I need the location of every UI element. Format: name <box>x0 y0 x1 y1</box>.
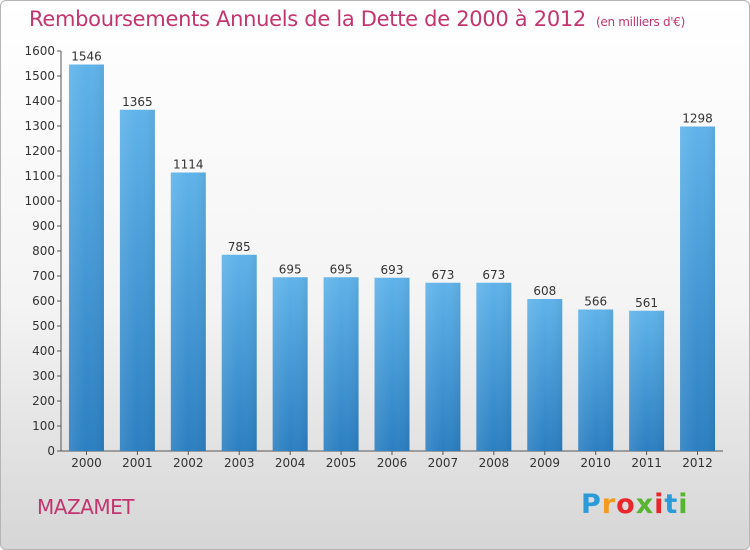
bar-shine-2000 <box>68 64 104 451</box>
logo-letter: P <box>581 489 602 520</box>
x-tick-label-2001: 2001 <box>122 456 153 470</box>
value-label-2009: 608 <box>533 284 556 298</box>
bar-shine-2010 <box>578 309 614 451</box>
y-tick-label: 400 <box>32 344 55 358</box>
x-tick-label-2008: 2008 <box>479 456 510 470</box>
bar-shine-2009 <box>527 299 563 451</box>
y-tick-label: 1100 <box>24 169 55 183</box>
logo-letter: i <box>654 489 665 520</box>
value-label-2005: 695 <box>330 262 353 276</box>
bar-shine-2005 <box>323 277 359 451</box>
logo-letter: i <box>678 489 689 520</box>
x-tick-label-2011: 2011 <box>631 456 662 470</box>
proxiti-logo: Proxiti <box>581 489 689 520</box>
bar-shine-2012 <box>680 126 716 451</box>
bars <box>68 64 716 451</box>
logo-letter: r <box>601 489 617 520</box>
value-label-2006: 693 <box>381 263 404 277</box>
x-tick-label-2009: 2009 <box>529 456 560 470</box>
value-labels: 1546 1365 1114 785 695 695 693 673 673 608 566 561 1… <box>71 50 713 310</box>
value-label-2011: 561 <box>635 296 658 310</box>
logo-letter: o <box>616 489 636 520</box>
y-tick-label: 500 <box>32 319 55 333</box>
value-label-2007: 673 <box>431 268 454 282</box>
value-label-2004: 695 <box>279 262 302 276</box>
y-tick-label: 1600 <box>24 44 55 58</box>
value-label-2003: 785 <box>228 240 251 254</box>
y-axis: 0 100 200 300 400 500 600 700 800 900 1000 1100 1200… <box>24 44 62 458</box>
bar-shine-2007 <box>425 282 461 451</box>
logo-letter: t <box>664 489 679 520</box>
city-name: MAZAMET <box>37 495 134 519</box>
y-tick-label: 1300 <box>24 119 55 133</box>
y-tick-label: 700 <box>32 269 55 283</box>
x-axis: 2000 2001 2002 2003 2004 2005 2006 2007 2008 2009… <box>61 450 723 470</box>
bar-shine-2008 <box>476 282 512 451</box>
logo-letter: x <box>635 489 655 520</box>
chart-unit: (en milliers d'€) <box>596 15 686 29</box>
y-tick-label: 900 <box>32 219 55 233</box>
x-tick-label-2010: 2010 <box>580 456 611 470</box>
y-tick-label: 1200 <box>24 144 55 158</box>
bar-shine-2006 <box>374 277 410 451</box>
x-tick-label-2006: 2006 <box>377 456 408 470</box>
value-label-2012: 1298 <box>682 112 713 126</box>
bar-shine-2002 <box>170 172 206 451</box>
value-label-2002: 1114 <box>173 158 204 172</box>
bar-shine-2011 <box>629 310 665 451</box>
y-tick-label: 300 <box>32 369 55 383</box>
chart-title-text: Remboursements Annuels de la Dette de 20… <box>29 7 586 31</box>
x-tick-label-2004: 2004 <box>275 456 306 470</box>
value-label-2010: 566 <box>584 295 607 309</box>
y-tick-label: 600 <box>32 294 55 308</box>
y-tick-label: 1500 <box>24 69 55 83</box>
bar-shine-2001 <box>119 109 155 451</box>
value-label-2001: 1365 <box>122 95 153 109</box>
y-tick-label: 100 <box>32 419 55 433</box>
bar-shine-2003 <box>221 254 257 451</box>
bar-shine-2004 <box>272 277 308 451</box>
y-tick-label: 1000 <box>24 194 55 208</box>
x-tick-label-2000: 2000 <box>71 456 102 470</box>
y-tick-label: 200 <box>32 394 55 408</box>
x-tick-label-2002: 2002 <box>173 456 204 470</box>
x-tick-label-2005: 2005 <box>326 456 357 470</box>
value-label-2008: 673 <box>482 268 505 282</box>
y-tick-label: 0 <box>47 444 55 458</box>
value-label-2000: 1546 <box>71 50 102 64</box>
chart-title: Remboursements Annuels de la Dette de 20… <box>29 7 685 31</box>
x-tick-label-2003: 2003 <box>224 456 255 470</box>
y-tick-label: 800 <box>32 244 55 258</box>
y-tick-label: 1400 <box>24 94 55 108</box>
x-tick-label-2007: 2007 <box>428 456 459 470</box>
x-tick-label-2012: 2012 <box>682 456 713 470</box>
